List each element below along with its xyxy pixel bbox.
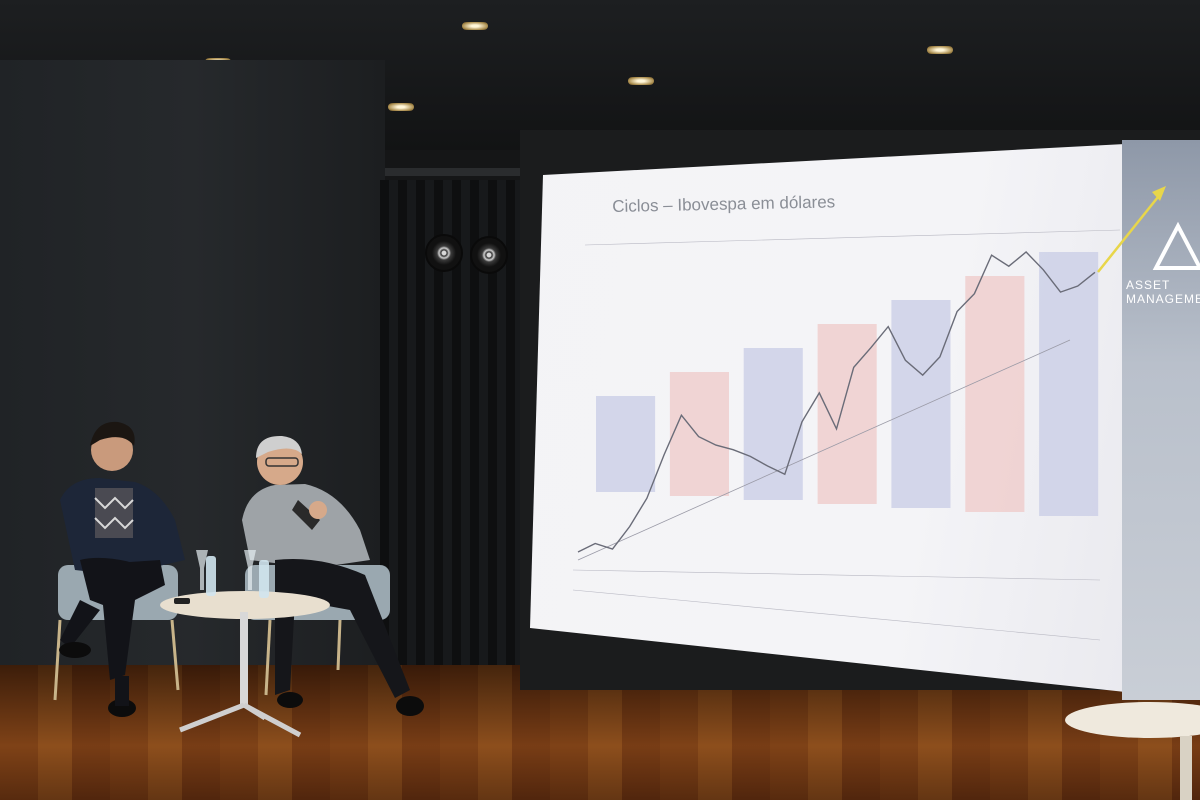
side-table — [160, 550, 330, 738]
foreground-table — [1065, 702, 1200, 800]
ceiling-light — [628, 77, 654, 85]
bear-cycle-band — [817, 324, 877, 504]
stage-light — [425, 234, 463, 272]
stage-light — [470, 236, 508, 274]
chart-bottom-axis — [572, 569, 1101, 641]
cycle-bands — [596, 252, 1099, 516]
ceiling-light — [462, 22, 488, 30]
bear-cycle-band — [965, 276, 1025, 512]
bull-cycle-band — [1039, 252, 1099, 516]
slide-sidebar — [1122, 140, 1200, 700]
ceiling-light — [388, 103, 414, 111]
brand-logo-triangle — [1152, 221, 1200, 270]
trend-arrow-head — [1152, 186, 1166, 201]
trend-line — [577, 339, 1071, 561]
panelist-left — [59, 421, 185, 717]
brand-text-line1: ASSET — [1126, 278, 1171, 292]
trend-arrow — [1097, 191, 1163, 273]
chart-top-axis — [584, 229, 1121, 246]
ceiling-light — [927, 46, 953, 54]
price-series-line — [577, 251, 1096, 553]
brand-text-line2: MANAGEMENT — [1126, 292, 1200, 306]
bull-cycle-band — [891, 300, 951, 508]
bull-cycle-band — [743, 348, 803, 500]
bear-cycle-band — [669, 372, 729, 496]
bull-cycle-band — [596, 396, 656, 492]
panelist-right — [242, 435, 424, 716]
